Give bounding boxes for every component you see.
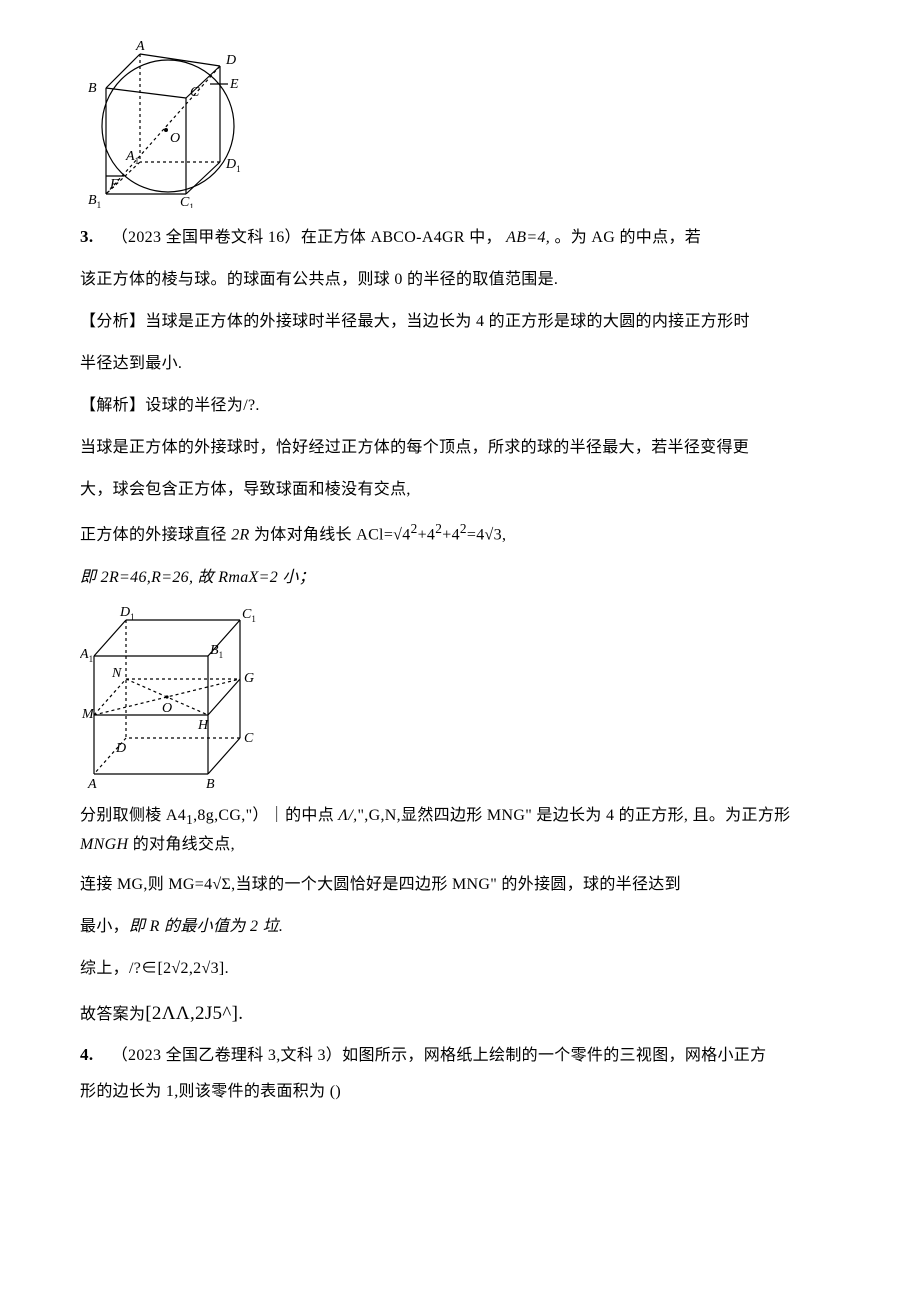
- q3-solution1: 【解析】设球的半径为/?.: [80, 388, 840, 424]
- lbl-B: B: [88, 81, 97, 96]
- q3-line2: 该正方体的棱与球。的球面有公共点，则球 0 的半径的取值范围是.: [80, 262, 840, 298]
- p2-mid: 为体对角线长 ACl=√4: [254, 527, 411, 544]
- f2-H: H: [197, 718, 209, 733]
- q4-number: 4.: [80, 1045, 93, 1064]
- lbl-O: O: [170, 131, 180, 146]
- lbl-D1: D1: [225, 157, 241, 174]
- pC-pre: 最小，: [80, 918, 129, 935]
- q3-analysis2: 半径达到最小.: [80, 346, 840, 382]
- figure-cube-midpoints: D1 C1 A1 B1 M N G H O D C A B: [80, 602, 840, 792]
- q3-line1: 3. （2023 全国甲卷文科 16）在正方体 ABCO-A4GR 中， AB=…: [80, 218, 840, 256]
- f2-N: N: [111, 666, 122, 681]
- pA-i: Λ/,: [338, 807, 357, 824]
- p2-pre: 正方体的外接球直径: [80, 527, 231, 544]
- pE-pre: 故答案为: [80, 1006, 145, 1023]
- lbl-F: F: [109, 177, 119, 192]
- solution1-text: 设球的半径为/?.: [145, 397, 259, 414]
- lbl-A: A: [135, 39, 145, 54]
- pA-i2: MNGH: [80, 836, 128, 853]
- f2-O: O: [162, 701, 172, 716]
- f2-A1: A1: [80, 647, 93, 664]
- pC-i: 即 R 的最小值为 2 垃.: [129, 918, 283, 935]
- q3-analysis: 【分析】当球是正方体的外接球时半径最大，当边长为 4 的正方形是球的大圆的内接正…: [80, 304, 840, 340]
- f2-M: M: [81, 707, 95, 722]
- q4-line1: 4. （2023 全国乙卷理科 3,文科 3）如图所示，网格纸上绘制的一个零件的…: [80, 1041, 840, 1070]
- q3b-pC: 最小，即 R 的最小值为 2 垃.: [80, 909, 840, 945]
- solution-label: 【解析】: [80, 397, 145, 414]
- p2-pl2: +4: [442, 527, 460, 544]
- p2-pl1: +4: [418, 527, 436, 544]
- q3b-pE: 故答案为[2ΛΛ,2J5^].: [80, 993, 840, 1036]
- q3-number: 3.: [80, 227, 93, 246]
- q3-para1: 当球是正方体的外接球时，恰好经过正方体的每个顶点，所求的球的半径最大，若半径变得…: [80, 430, 840, 466]
- pA-tail2: 的对角线交点,: [128, 836, 235, 853]
- pA-pre: 分别取侧棱 A4: [80, 807, 186, 824]
- lbl-B1: B1: [88, 193, 101, 208]
- q3b-pD: 综上，/?∈[2√2,2√3].: [80, 951, 840, 987]
- lbl-E: E: [229, 77, 239, 92]
- q3b-pB: 连接 MG,则 MG=4√Σ,当球的一个大圆恰好是四边形 MNG" 的外接圆，球…: [80, 867, 840, 903]
- f2-G: G: [244, 671, 254, 686]
- p2-tail: =4√3,: [467, 527, 506, 544]
- p3-mid: 故: [198, 569, 219, 586]
- f2-B: B: [206, 777, 215, 792]
- p2-e3: 2: [460, 521, 467, 536]
- figure-cube-in-circle: A B C D E O A1 B1 C1 D1 F: [80, 36, 840, 208]
- f2-D: D: [115, 741, 126, 756]
- fig2-svg: D1 C1 A1 B1 M N G H O D C A B: [80, 602, 280, 792]
- analysis-text: 当球是正方体的外接球时半径最大，当边长为 4 的正方形是球的大圆的内接正方形时: [145, 313, 749, 330]
- q3-para2: 正方体的外接球直径 2R 为体对角线长 ACl=√42+42+42=4√3,: [80, 514, 840, 553]
- f2-D1: D1: [119, 605, 135, 622]
- p3-i1: 2R=46,R=26,: [101, 569, 194, 586]
- f2-C1: C1: [242, 607, 256, 624]
- q3-para3: 即 2R=46,R=26, 故 RmaX=2 小；: [80, 560, 840, 596]
- pA-mid: ,8g,CG,"）｜的中点: [193, 807, 338, 824]
- lbl-D: D: [225, 53, 236, 68]
- lbl-A1: A1: [125, 149, 139, 166]
- p3-tail: 小；: [278, 569, 315, 586]
- f2-A: A: [87, 777, 97, 792]
- pE-ans: [2ΛΛ,2J5^].: [145, 1003, 243, 1024]
- p3-pre: 即: [80, 569, 101, 586]
- q3-given-tail: 。为 AG 的中点，若: [554, 229, 701, 246]
- p3-i2: RmaX=2: [218, 569, 278, 586]
- q4-line2: 形的边长为 1,则该零件的表面积为 (): [80, 1078, 840, 1105]
- pA-tail: ",G,N,显然四边形 MNG" 是边长为 4 的正方形, 且。为正方形: [357, 807, 790, 824]
- q3b-pA: 分别取侧棱 A41,8g,CG,"）｜的中点 Λ/,",G,N,显然四边形 MN…: [80, 802, 840, 859]
- lbl-C1: C1: [180, 195, 194, 208]
- p2-e1: 2: [411, 521, 418, 536]
- f2-C: C: [244, 731, 254, 746]
- analysis-label: 【分析】: [80, 313, 145, 330]
- f2-B1: B1: [210, 643, 223, 660]
- p2-2R: 2R: [231, 527, 249, 544]
- lbl-C: C: [190, 85, 200, 100]
- q4-t1: （2023 全国乙卷理科 3,文科 3）如图所示，网格纸上绘制的一个零件的三视图…: [112, 1047, 767, 1064]
- fig1-svg: A B C D E O A1 B1 C1 D1 F: [80, 36, 260, 208]
- q3-source: （2023 全国甲卷文科 16）在正方体 ABCO-A4GR 中，: [112, 229, 502, 246]
- q3-given: AB=4,: [506, 229, 550, 246]
- q3-para1b: 大，球会包含正方体，导致球面和棱没有交点,: [80, 472, 840, 508]
